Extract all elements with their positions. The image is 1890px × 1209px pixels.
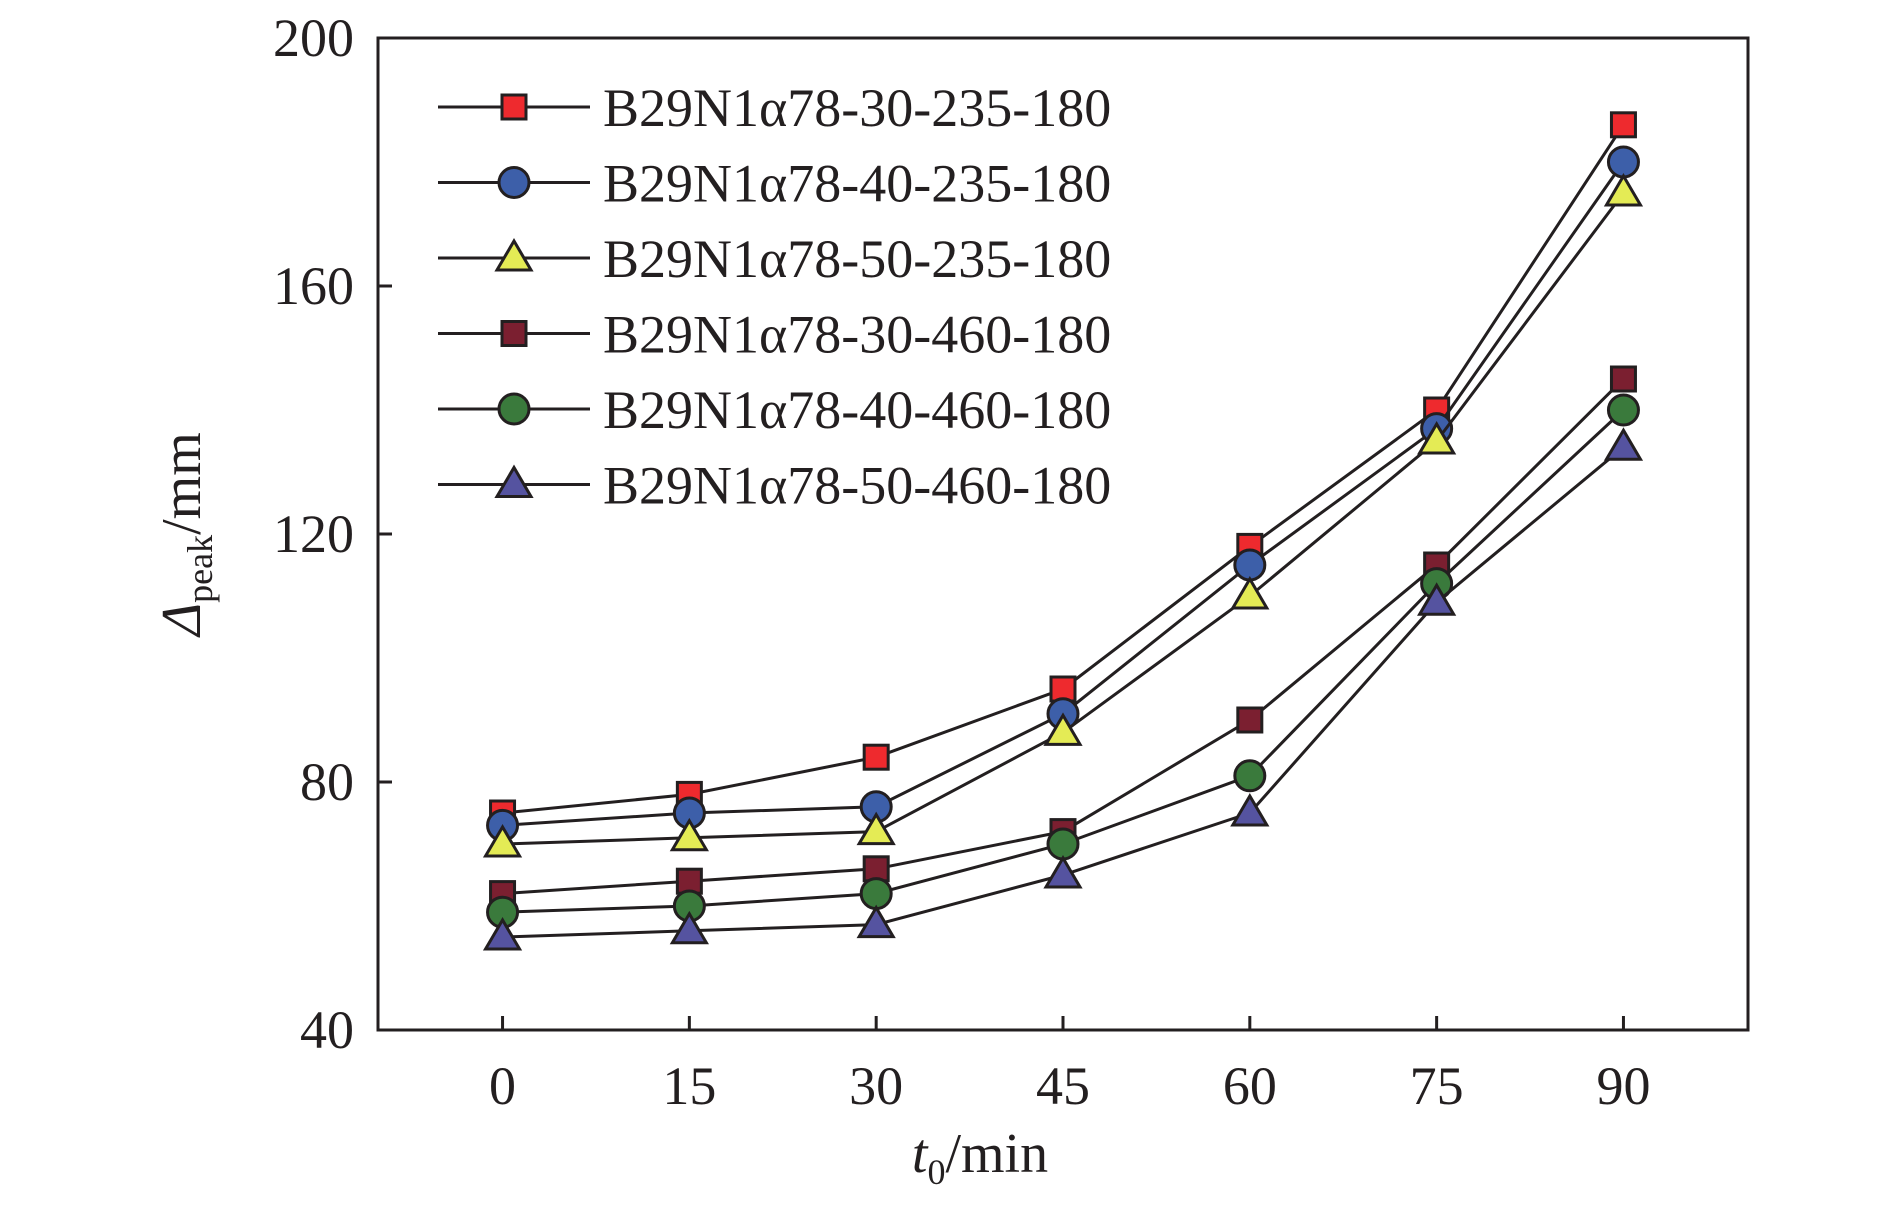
legend-marker-circle [497, 392, 531, 426]
data-point-triangle [482, 824, 523, 858]
x-axis-unit: /min [945, 1123, 1048, 1185]
legend-marker-square [500, 93, 528, 121]
series-1 [489, 111, 1637, 827]
legend-label: B29N1α78-30-235-180 [603, 78, 1111, 138]
y-axis-subscript: peak [180, 535, 220, 603]
data-point-circle [1233, 548, 1267, 582]
data-point-circle [1606, 145, 1640, 179]
data-point-square [1609, 111, 1637, 139]
series-6 [482, 427, 1644, 951]
data-point-triangle [856, 811, 896, 846]
data-point-triangle [669, 817, 709, 852]
data-point-square [1609, 365, 1637, 393]
series-layer [482, 111, 1644, 951]
legend-label: B29N1α78-30-460-180 [603, 305, 1111, 365]
legend-marker-square [500, 320, 528, 347]
y-axis-title: Δpeak/mm [151, 432, 220, 638]
legend-item: B29N1α78-40-235-180 [438, 154, 1111, 214]
x-axis-variable: t [912, 1123, 929, 1185]
series-3 [482, 173, 1644, 858]
data-point-circle [1046, 827, 1080, 861]
y-tick-label: 160 [273, 256, 354, 316]
data-point-triangle [1603, 427, 1644, 461]
legend-item: B29N1α78-30-460-180 [438, 305, 1111, 365]
series-4 [489, 365, 1637, 908]
data-point-triangle [856, 904, 896, 939]
data-point-triangle [1230, 576, 1270, 610]
data-point-circle [859, 877, 893, 911]
legend-marker-circle [497, 166, 531, 199]
legend-marker-triangle [494, 464, 534, 498]
y-tick-label: 80 [300, 752, 354, 812]
data-point-triangle [1603, 173, 1644, 207]
data-point-triangle [1417, 582, 1457, 616]
x-tick-label: 60 [1223, 1056, 1277, 1116]
data-point-triangle [1043, 712, 1083, 746]
data-point-triangle [669, 910, 709, 945]
data-point-triangle [1417, 421, 1457, 455]
legend-item: B29N1α78-30-235-180 [438, 78, 1111, 138]
y-tick-label: 200 [273, 8, 354, 68]
x-tick-label: 0 [489, 1056, 516, 1116]
data-point-square [1236, 706, 1264, 734]
x-tick-label: 75 [1410, 1056, 1464, 1116]
legend-item: B29N1α78-50-460-180 [438, 456, 1111, 516]
y-axis-unit: /mm [151, 432, 213, 535]
legend-item: B29N1α78-40-460-180 [438, 380, 1111, 440]
series-line [502, 192, 1625, 846]
data-point-triangle [1043, 855, 1083, 889]
x-tick-label: 90 [1596, 1056, 1650, 1116]
data-point-circle [1606, 393, 1640, 427]
y-tick-label: 40 [300, 1000, 354, 1060]
data-point-triangle [1230, 793, 1270, 827]
legend-marker-triangle [494, 238, 534, 272]
legend: B29N1α78-30-235-180 B29N1α78-40-235-180 B2… [438, 78, 1111, 516]
legend-label: B29N1α78-50-460-180 [603, 456, 1111, 516]
legend-item: B29N1α78-50-235-180 [438, 229, 1111, 289]
data-point-square [862, 743, 890, 771]
x-axis-title: t0/min [912, 1123, 1048, 1192]
x-axis-subscript: 0 [927, 1152, 945, 1192]
x-tick-label: 45 [1036, 1056, 1090, 1116]
data-point-square [1049, 675, 1077, 703]
x-tick-label: 15 [662, 1056, 716, 1116]
legend-label: B29N1α78-50-235-180 [603, 229, 1111, 289]
y-axis-variable: Δ [151, 603, 213, 638]
legend-label: B29N1α78-40-460-180 [603, 380, 1111, 440]
y-tick-label: 120 [273, 504, 354, 564]
data-point-triangle [482, 917, 523, 951]
axes: 0 15 30 45 60 75 90 40 80 120 160 200 [273, 8, 1650, 1116]
data-point-circle [1233, 759, 1267, 793]
x-tick-label: 30 [849, 1056, 903, 1116]
legend-label: B29N1α78-40-235-180 [603, 154, 1111, 214]
data-point-square [675, 867, 703, 895]
